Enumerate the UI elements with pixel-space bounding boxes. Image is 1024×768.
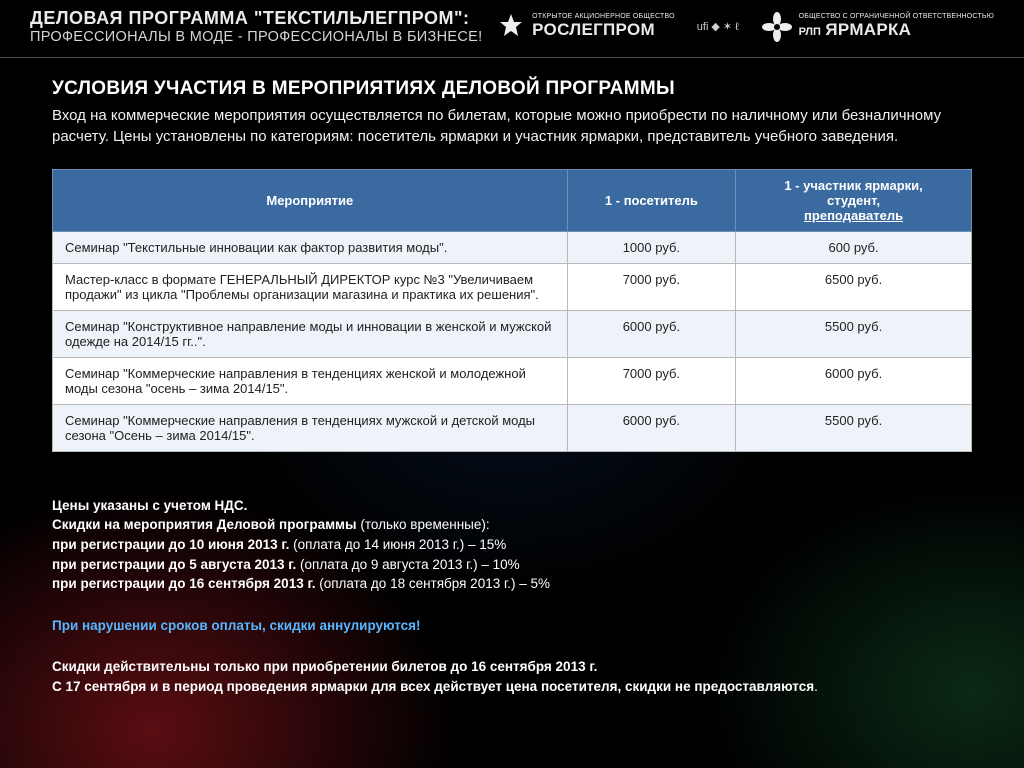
table-row: Семинар "Коммерческие направления в тенд… <box>53 357 972 404</box>
table-header-row: Мероприятие 1 - посетитель 1 - участник … <box>53 169 972 231</box>
brand-logos: ОТКРЫТОЕ АКЦИОНЕРНОЕ ОБЩЕСТВО РОСЛЕГПРОМ… <box>496 11 994 43</box>
table-row: Мастер-класс в формате ГЕНЕРАЛЬНЫЙ ДИРЕК… <box>53 263 972 310</box>
cell-event: Семинар "Коммерческие направления в тенд… <box>53 404 568 451</box>
cell-price-participant: 6500 руб. <box>736 263 972 310</box>
table-row: Семинар "Конструктивное направление моды… <box>53 310 972 357</box>
cell-price-participant: 5500 руб. <box>736 310 972 357</box>
badge-icon: ◆ <box>711 20 719 33</box>
cell-event: Семинар "Конструктивное направление моды… <box>53 310 568 357</box>
cell-price-participant: 5500 руб. <box>736 404 972 451</box>
note-discount-1: при регистрации до 10 июня 2013 г. (опла… <box>52 535 972 555</box>
note-warning: При нарушении сроков оплаты, скидки анну… <box>52 616 972 636</box>
notes-block: Цены указаны с учетом НДС. Скидки на мер… <box>52 496 972 697</box>
cell-price-participant: 600 руб. <box>736 231 972 263</box>
section-title: УСЛОВИЯ УЧАСТИЯ В МЕРОПРИЯТИЯХ ДЕЛОВОЙ П… <box>52 78 972 100</box>
badge-icon: ℓ <box>735 21 739 33</box>
note-vat: Цены указаны с учетом НДС. <box>52 496 972 516</box>
ufi-icon: ufi <box>697 21 709 33</box>
cell-event: Семинар "Текстильные инновации как факто… <box>53 231 568 263</box>
table-row: Семинар "Коммерческие направления в тенд… <box>53 404 972 451</box>
cell-price-visitor: 7000 руб. <box>567 263 736 310</box>
cell-price-visitor: 6000 руб. <box>567 310 736 357</box>
logo1-name: РОСЛЕГПРОМ <box>532 20 675 40</box>
col-event: Мероприятие <box>53 169 568 231</box>
logo2-caption: ОБЩЕСТВО С ОГРАНИЧЕННОЙ ОТВЕТСТВЕННОСТЬЮ <box>799 13 994 20</box>
col-visitor: 1 - посетитель <box>567 169 736 231</box>
logo-yarmarka: ОБЩЕСТВО С ОГРАНИЧЕННОЙ ОТВЕТСТВЕННОСТЬЮ… <box>761 11 994 43</box>
note-tail-2: С 17 сентября и в период проведения ярма… <box>52 677 972 697</box>
star-ribbon-icon <box>496 12 526 42</box>
table-row: Семинар "Текстильные инновации как факто… <box>53 231 972 263</box>
pricing-table: Мероприятие 1 - посетитель 1 - участник … <box>52 169 972 452</box>
content: УСЛОВИЯ УЧАСТИЯ В МЕРОПРИЯТИЯХ ДЕЛОВОЙ П… <box>0 58 1024 696</box>
cell-price-visitor: 7000 руб. <box>567 357 736 404</box>
section-desc: Вход на коммерческие мероприятия осущест… <box>52 106 972 147</box>
brand-subtitle: ПРОФЕССИОНАЛЫ В МОДЕ - ПРОФЕССИОНАЛЫ В Б… <box>30 29 482 46</box>
cell-price-visitor: 1000 руб. <box>567 231 736 263</box>
note-discount-2: при регистрации до 5 августа 2013 г. (оп… <box>52 555 972 575</box>
logo2-name: ЯРМАРКА <box>825 20 911 39</box>
flower-icon <box>761 11 793 43</box>
logo2-prefix: РЛП <box>799 26 821 38</box>
header-bar: ДЕЛОВАЯ ПРОГРАММА "ТЕКСТИЛЬЛЕГПРОМ": ПРО… <box>0 0 1024 58</box>
cert-icons: ufi ◆ ✶ ℓ <box>697 20 739 33</box>
logo1-caption: ОТКРЫТОЕ АКЦИОНЕРНОЕ ОБЩЕСТВО <box>532 13 675 20</box>
note-discounts-header: Скидки на мероприятия Деловой программы … <box>52 515 972 535</box>
note-tail-1: Скидки действительны только при приобрет… <box>52 657 972 677</box>
badge-icon: ✶ <box>723 20 732 33</box>
cell-event: Семинар "Коммерческие направления в тенд… <box>53 357 568 404</box>
cell-price-participant: 6000 руб. <box>736 357 972 404</box>
brand-title: ДЕЛОВАЯ ПРОГРАММА "ТЕКСТИЛЬЛЕГПРОМ": <box>30 8 482 29</box>
table-body: Семинар "Текстильные инновации как факто… <box>53 231 972 451</box>
brand-text: ДЕЛОВАЯ ПРОГРАММА "ТЕКСТИЛЬЛЕГПРОМ": ПРО… <box>30 8 482 45</box>
cell-event: Мастер-класс в формате ГЕНЕРАЛЬНЫЙ ДИРЕК… <box>53 263 568 310</box>
note-discount-3: при регистрации до 16 сентября 2013 г. (… <box>52 574 972 594</box>
col-participant: 1 - участник ярмарки, студент, преподава… <box>736 169 972 231</box>
logo-roslegprom: ОТКРЫТОЕ АКЦИОНЕРНОЕ ОБЩЕСТВО РОСЛЕГПРОМ <box>496 12 675 42</box>
cell-price-visitor: 6000 руб. <box>567 404 736 451</box>
